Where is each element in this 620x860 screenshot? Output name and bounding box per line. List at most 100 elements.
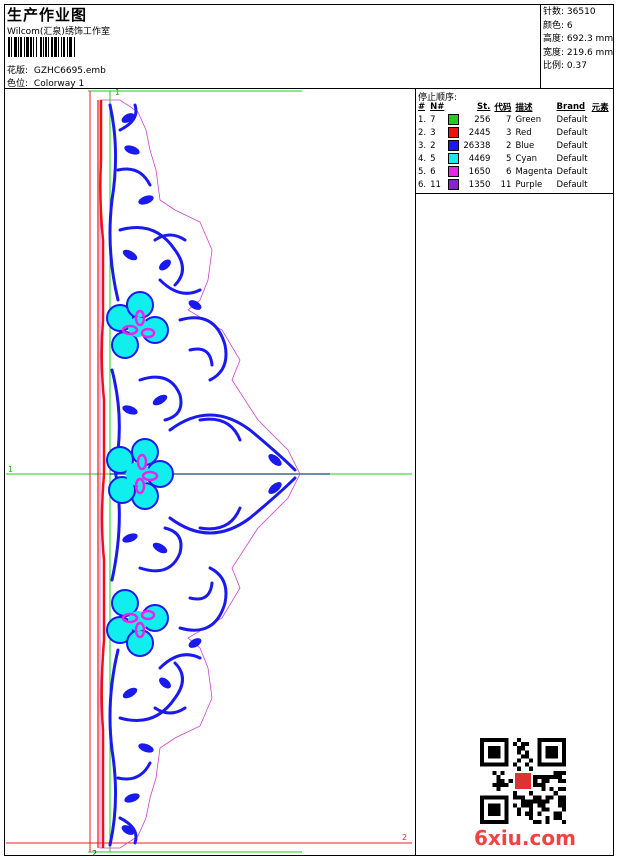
qr-module bbox=[525, 799, 530, 804]
flower-magenta-detail bbox=[121, 324, 139, 336]
vine-curl-16 bbox=[158, 653, 202, 670]
vine-curl-14 bbox=[178, 566, 228, 632]
stop-brand: Default bbox=[556, 127, 588, 138]
qr-module bbox=[529, 811, 534, 816]
vine-curl-15 bbox=[188, 581, 214, 601]
stop-needle: 2 bbox=[430, 140, 436, 151]
qr-module bbox=[529, 758, 534, 763]
vine-curl-7 bbox=[188, 347, 214, 367]
flower-petal bbox=[126, 291, 154, 319]
qr-module bbox=[496, 783, 501, 788]
qr-module bbox=[541, 807, 546, 812]
stop-sequence-table: # N# St. 代码 描述 Brand 元素 1. 7 256 7 Green Defa… bbox=[416, 101, 611, 191]
barcode-bar bbox=[62, 37, 63, 57]
leaf bbox=[159, 677, 171, 689]
stop-row: 3. 2 26338 2 Blue Default bbox=[416, 139, 611, 152]
barcode-bar bbox=[25, 37, 26, 57]
qr-module bbox=[537, 819, 542, 824]
design-file-row: 花版: GZHC6695.emb bbox=[7, 63, 106, 76]
barcode-bar bbox=[20, 37, 22, 57]
qr-module bbox=[516, 807, 521, 812]
design-file-label: 花版: bbox=[7, 66, 29, 76]
stop-code: 3 bbox=[506, 127, 512, 138]
qr-module bbox=[561, 799, 566, 804]
color-swatch bbox=[446, 139, 461, 152]
barcode-bar bbox=[54, 37, 57, 57]
barcode-bar bbox=[67, 37, 68, 57]
barcode-bar bbox=[30, 37, 32, 57]
stop-seq: 5. bbox=[418, 166, 427, 177]
barcode-bar bbox=[40, 37, 42, 57]
colorway-row: 色位: Colorway 1 bbox=[7, 76, 84, 89]
vine-curl-20 bbox=[118, 816, 138, 845]
qr-module bbox=[541, 778, 546, 784]
design-file-name: GZHC6695.emb bbox=[33, 66, 106, 76]
leaf bbox=[152, 394, 168, 406]
leaf bbox=[268, 454, 282, 466]
qr-module bbox=[541, 783, 546, 788]
barcode-bar bbox=[36, 37, 37, 57]
flower-petal bbox=[106, 446, 134, 474]
qr-module bbox=[557, 787, 562, 792]
stat-stitches: 针数: 36510 bbox=[543, 7, 596, 17]
qr-module bbox=[537, 799, 542, 804]
barcode-bar bbox=[61, 37, 62, 57]
qr-module bbox=[537, 783, 542, 788]
qr-module bbox=[520, 799, 526, 804]
qr-module bbox=[545, 799, 550, 804]
qr-module bbox=[557, 811, 562, 816]
header-divider bbox=[4, 88, 614, 89]
stop-needle: 5 bbox=[430, 153, 436, 164]
barcode-bar bbox=[51, 37, 53, 57]
vine-curl-17 bbox=[118, 661, 184, 722]
col-brand: Brand bbox=[556, 102, 586, 112]
barcode-bar bbox=[17, 37, 18, 57]
barcode-bar bbox=[34, 37, 36, 57]
flower-petal bbox=[106, 616, 134, 644]
stop-code: 11 bbox=[500, 179, 512, 190]
stop-code: 2 bbox=[506, 140, 512, 151]
qr-module bbox=[525, 811, 530, 816]
col-code: 代码 bbox=[494, 103, 512, 113]
qr-module bbox=[529, 791, 534, 796]
vine-curl-12 bbox=[198, 506, 242, 531]
barcode-bar bbox=[37, 37, 40, 57]
stop-brand: Default bbox=[556, 153, 588, 164]
vine-curl-3 bbox=[118, 226, 184, 287]
leaf bbox=[122, 687, 138, 699]
color-swatch bbox=[446, 126, 461, 139]
flower-magenta-detail bbox=[140, 327, 156, 339]
vine-curl-5 bbox=[158, 278, 202, 295]
qr-module bbox=[492, 770, 497, 775]
qr-module bbox=[537, 795, 542, 800]
qr-module bbox=[496, 774, 501, 779]
qr-module bbox=[557, 815, 562, 820]
guide-label-right: 2 bbox=[402, 833, 407, 842]
qr-module bbox=[525, 750, 530, 755]
leaf bbox=[121, 113, 135, 123]
barcode-bar bbox=[29, 37, 30, 57]
stop-seq: 2. bbox=[418, 127, 427, 138]
flower-magenta-detail bbox=[136, 453, 148, 471]
page-title: 生产作业图 bbox=[7, 6, 88, 24]
stat-width: 宽度: 219.6 mm bbox=[543, 47, 614, 58]
barcode-bar bbox=[12, 37, 14, 57]
vine-main-middle bbox=[110, 368, 121, 582]
col-needle: N# bbox=[430, 102, 445, 112]
leaf bbox=[122, 405, 138, 415]
leaf bbox=[138, 195, 154, 205]
stop-desc: Magenta bbox=[515, 166, 553, 177]
barcode-bar bbox=[68, 37, 69, 57]
stop-brand: Default bbox=[556, 114, 588, 125]
stop-seq: 1. bbox=[418, 114, 427, 125]
color-swatch bbox=[446, 152, 461, 165]
qr-module bbox=[516, 766, 521, 771]
stop-code: 5 bbox=[506, 153, 512, 164]
vine-curl-19 bbox=[116, 761, 152, 781]
blue-leaf-group bbox=[121, 113, 282, 835]
stop-row: 6. 11 1350 11 Purple Default bbox=[416, 178, 611, 191]
qr-module bbox=[537, 811, 542, 816]
qr-module bbox=[492, 783, 497, 788]
qr-module bbox=[525, 754, 530, 759]
stop-desc: Cyan bbox=[515, 153, 537, 164]
